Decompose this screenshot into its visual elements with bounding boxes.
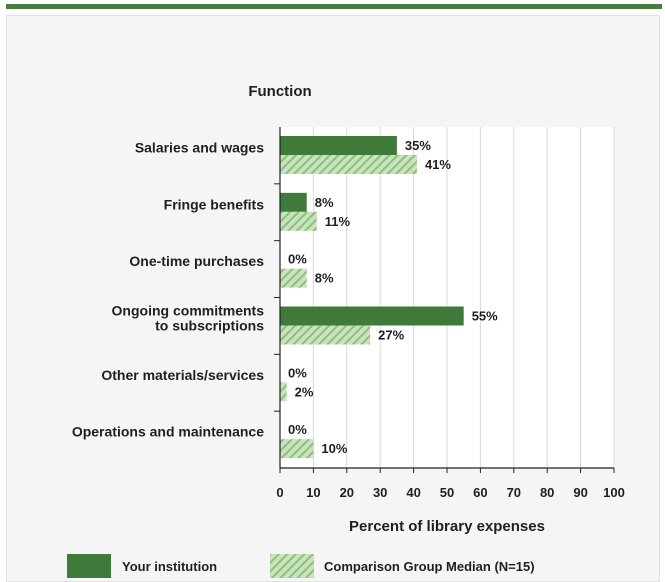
data-label: 0% <box>288 252 307 267</box>
legend: Your institution Comparison Group Median … <box>67 554 535 578</box>
category-label: to subscriptions <box>155 317 264 333</box>
x-tick-label: 10 <box>306 485 320 500</box>
data-label: 0% <box>288 422 307 437</box>
legend-label: Comparison Group Median (N=15) <box>324 559 535 574</box>
x-tick-label: 50 <box>440 485 454 500</box>
legend-swatch-your-institution <box>67 554 111 578</box>
data-label: 11% <box>325 214 351 229</box>
bar-your-institution <box>280 192 307 212</box>
bar-comparison-median <box>280 211 317 231</box>
data-label: 41% <box>425 157 451 172</box>
legend-swatch-comparison-median <box>270 554 314 578</box>
data-label: 0% <box>288 365 307 380</box>
bar-comparison-median <box>280 325 371 345</box>
category-label: Operations and maintenance <box>72 424 264 440</box>
x-tick-label: 60 <box>473 485 487 500</box>
data-label: 55% <box>472 309 498 324</box>
data-label: 8% <box>315 271 334 286</box>
data-label: 35% <box>405 138 431 153</box>
x-tick-label: 70 <box>507 485 521 500</box>
x-tick-label: 30 <box>373 485 387 500</box>
bar-comparison-median <box>280 268 307 288</box>
category-label: Salaries and wages <box>135 139 264 155</box>
data-label: 2% <box>295 384 314 399</box>
x-axis-title: Percent of library expenses <box>349 518 545 535</box>
bar-comparison-median <box>280 439 314 459</box>
x-tick-label: 40 <box>406 485 420 500</box>
bar-your-institution <box>280 306 464 326</box>
legend-label: Your institution <box>122 559 217 574</box>
category-label: Fringe benefits <box>164 196 265 212</box>
data-label: 10% <box>321 441 347 456</box>
bar-your-institution <box>280 136 397 155</box>
x-tick-label: 90 <box>573 485 587 500</box>
x-tick-label: 80 <box>540 485 554 500</box>
category-axis-title: Function <box>248 83 311 100</box>
x-tick-label: 100 <box>603 485 625 500</box>
bar-comparison-median <box>280 155 417 174</box>
bar-comparison-median <box>280 382 287 402</box>
data-label: 27% <box>378 328 404 343</box>
category-label: Other materials/services <box>101 367 264 383</box>
data-label: 8% <box>315 195 334 210</box>
x-tick-label: 0 <box>276 485 283 500</box>
top-accent-bar <box>6 4 662 9</box>
category-label: Ongoing commitments <box>112 302 265 318</box>
x-tick-label: 20 <box>340 485 354 500</box>
category-label: One-time purchases <box>129 253 264 269</box>
